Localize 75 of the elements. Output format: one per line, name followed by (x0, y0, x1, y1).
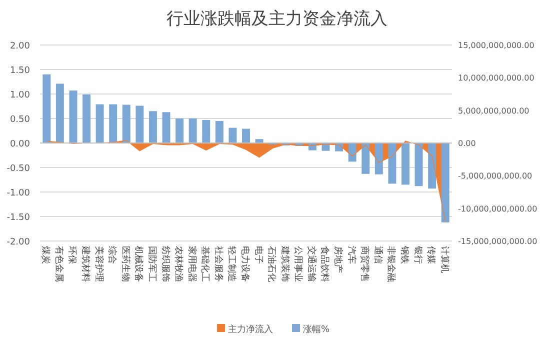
bar (228, 128, 237, 143)
bar (388, 143, 396, 184)
x-tick-label: 公用事业 (292, 246, 304, 282)
bar (362, 143, 370, 174)
y-tick-label: -0.50 (6, 164, 30, 174)
y2-tick-label: -15,000,000,000.00 (458, 237, 538, 246)
x-tick-label: 国防军工 (146, 246, 158, 282)
x-tick-label: 石油石化 (266, 246, 278, 282)
x-tick-label: 建筑材料 (80, 245, 92, 282)
y-tick-label: -1.50 (6, 213, 30, 223)
y2-tick-label: 0.00 (458, 139, 476, 148)
bar (401, 143, 410, 185)
x-tick-label: 社会服务 (212, 246, 224, 282)
x-tick-label: 煤炭 (40, 246, 52, 264)
y2-tick-label: 5,000,000,000.00 (458, 106, 530, 116)
chart-title: 行业涨跌幅及主力资金净流入 (166, 9, 388, 29)
bar (162, 112, 170, 143)
y-tick-label: -1.00 (6, 188, 30, 198)
bar (255, 139, 264, 143)
x-tick-label: 机械设备 (133, 246, 144, 282)
y2-tick-label: 15,000,000,000.00 (458, 41, 534, 50)
x-tick-label: 交通运输 (306, 246, 317, 282)
legend-label: 涨幅% (303, 324, 330, 335)
x-tick-label: 钢铁 (398, 245, 410, 264)
x-tick-label: 农林牧渔 (173, 246, 184, 282)
x-tick-label: 计算机 (438, 246, 450, 273)
bar (202, 120, 210, 143)
x-tick-label: 通信 (372, 246, 384, 264)
x-tick-label: 房地产 (332, 246, 344, 273)
bar (441, 143, 450, 222)
bar (242, 128, 250, 143)
x-tick-label: 环保 (66, 246, 78, 264)
bar (414, 143, 423, 186)
x-tick-label: 美容护理 (93, 246, 104, 282)
x-tick-label: 家用电器 (186, 246, 198, 282)
x-tick-label: 电力设备 (240, 246, 250, 282)
bar (374, 143, 383, 174)
bar (56, 84, 64, 143)
x-tick-label: 医药生物 (120, 246, 131, 282)
y-tick-label: 0.00 (10, 140, 30, 150)
y-tick-label: -2.00 (6, 238, 30, 248)
x-tick-label: 汽车 (346, 246, 357, 264)
bar (348, 143, 356, 162)
x-tick-label: 银行 (412, 245, 424, 264)
bar (69, 90, 78, 143)
y-tick-label: 2.00 (10, 42, 30, 52)
x-tick-label: 建筑装饰 (279, 245, 290, 282)
bar (122, 104, 130, 143)
y-tick-label: 0.50 (10, 115, 30, 125)
x-tick-label: 食品饮料 (319, 246, 330, 282)
y-tick-label: 1.50 (10, 66, 30, 76)
x-tick-label: 传媒 (426, 246, 437, 264)
y-tick-label: 1.00 (10, 90, 30, 100)
bar (428, 143, 436, 189)
bar (215, 120, 224, 143)
x-tick-label: 有色金属 (53, 246, 64, 282)
x-tick-label: 电子 (252, 246, 264, 264)
bar (82, 94, 91, 143)
x-tick-label: 纺织服饰 (160, 246, 171, 282)
bar (148, 111, 157, 143)
legend-label: 主力净流入 (228, 324, 273, 335)
bar (109, 104, 118, 143)
bar (188, 118, 197, 143)
x-tick-label: 基础化工 (200, 246, 211, 282)
bar (176, 118, 184, 143)
bar (96, 104, 104, 143)
y2-tick-label: 10,000,000,000.00 (458, 74, 534, 83)
x-tick-label: 商贸零售 (359, 246, 370, 282)
x-tick-label: 轻工制造 (226, 246, 238, 282)
x-tick-label: 综合 (106, 246, 118, 264)
bar (42, 74, 51, 143)
x-tick-label: 非银金融 (386, 246, 397, 282)
bar (136, 106, 144, 143)
y2-tick-label: -10,000,000,000.00 (458, 204, 538, 214)
y2-tick-label: -5,000,000,000.00 (458, 172, 532, 181)
